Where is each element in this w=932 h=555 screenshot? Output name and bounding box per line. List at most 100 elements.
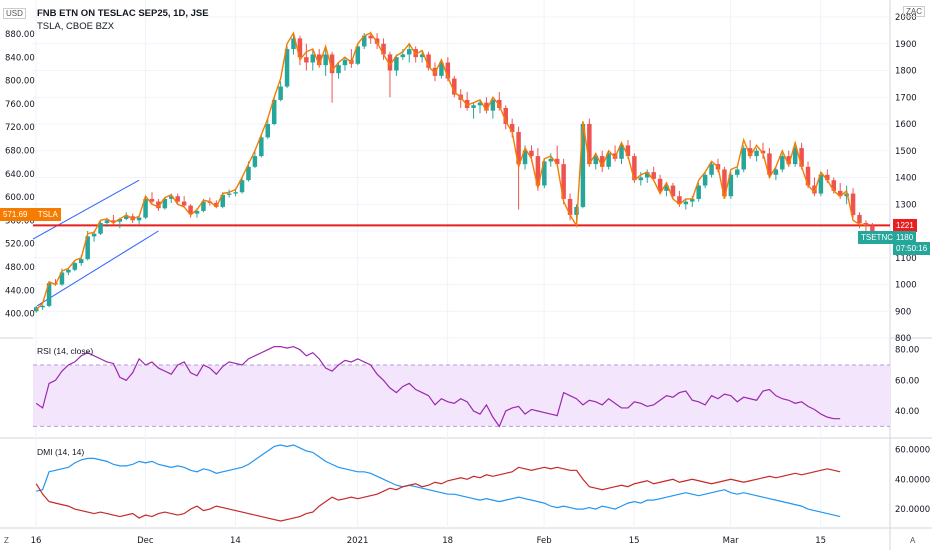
candle-body [291, 38, 296, 50]
candle-body [394, 57, 399, 71]
candle-body [792, 148, 798, 165]
candle-body [850, 193, 856, 215]
candle-body [400, 54, 406, 58]
candle-body [683, 201, 689, 205]
time-axis-label: 14 [230, 536, 241, 546]
candle-body [567, 198, 573, 215]
candle-body [426, 54, 431, 68]
candle-body [509, 124, 515, 133]
candle-body [439, 62, 444, 76]
right-axis-tick: 1600 [895, 120, 917, 130]
candle-body [690, 198, 695, 202]
candle-body [419, 54, 425, 58]
right-axis-tick: 2000 [895, 13, 917, 23]
candle-body [741, 148, 746, 170]
left-axis-tick: 720.00 [5, 123, 35, 133]
candle-body [837, 190, 843, 197]
right-currency-label[interactable]: ZAC [903, 6, 925, 17]
candle-body [497, 99, 502, 108]
candle-body [522, 150, 528, 165]
candle-body [786, 156, 791, 165]
time-axis-label: 18 [442, 536, 453, 546]
candle-body [825, 174, 830, 181]
left-axis-tick: 560.00 [5, 216, 35, 226]
candle-body [304, 57, 309, 63]
candle-body [220, 194, 225, 207]
left-currency-label[interactable]: USD [3, 8, 26, 19]
left-axis-tick: 440.00 [5, 286, 35, 296]
candle-body [316, 54, 322, 66]
candle-body [246, 166, 251, 181]
candle-body [477, 102, 483, 106]
candle-body [471, 105, 476, 108]
tsla-price-label: TSLA [37, 210, 58, 219]
left-axis-tick: 880.00 [5, 30, 35, 40]
rsi-axis-tick: 40.00 [895, 407, 919, 417]
symbol-tag: TSETNC [858, 231, 896, 244]
candle-body [735, 169, 740, 175]
candle-body [677, 196, 682, 205]
candle-body [818, 174, 824, 194]
support-level-tag: 1221 [893, 219, 917, 232]
candle-body [799, 148, 804, 167]
candle-body [259, 137, 264, 157]
candle-body [407, 49, 412, 55]
candle-body [760, 150, 766, 154]
countdown-tag: 07:50:16 [893, 242, 931, 255]
left-axis-tick: 400.00 [5, 310, 35, 320]
candle-body [606, 153, 611, 167]
rsi-axis-tick: 60.00 [895, 376, 919, 386]
candle-body [780, 156, 785, 170]
right-axis-tick: 800 [895, 334, 911, 344]
candle-body [46, 283, 52, 306]
right-axis-tick: 1900 [895, 40, 917, 50]
time-axis-label: 2021 [347, 536, 369, 546]
candle-body [104, 220, 110, 223]
candle-body [336, 65, 341, 74]
candle-body [162, 198, 168, 209]
candle-body [619, 145, 624, 159]
candle-body [638, 177, 644, 181]
candle-body [554, 158, 560, 165]
right-axis-tick: 1100 [895, 254, 917, 264]
candle-body [844, 193, 849, 197]
candle-body [857, 214, 862, 223]
candle-body [342, 59, 348, 66]
candle-body [664, 185, 669, 191]
candle-body [516, 132, 521, 165]
candle-body [355, 46, 361, 64]
time-axis-label: Dec [137, 536, 154, 546]
candle-body [214, 202, 219, 207]
candle-body [40, 305, 45, 308]
candle-body [374, 38, 380, 44]
candle-body [599, 156, 605, 167]
candle-body [709, 164, 714, 175]
candle-body [593, 156, 599, 165]
candle-body [831, 180, 837, 191]
candle-body [464, 99, 470, 108]
left-axis-tick: 480.00 [5, 263, 35, 273]
candle-body [452, 78, 457, 95]
candle-body [194, 210, 200, 214]
auto-scale-icon[interactable]: A [910, 536, 916, 545]
dmi-axis-tick: 40.0000 [895, 475, 930, 485]
candle-body [226, 193, 232, 195]
rsi-title: RSI (14, close) [37, 346, 94, 356]
right-axis-tick: 1300 [895, 200, 917, 210]
candle-body [271, 99, 277, 124]
candle-body [535, 156, 541, 186]
left-axis-tick: 600.00 [5, 193, 35, 203]
candle-body [625, 145, 631, 157]
candle-body [136, 217, 142, 221]
candle-body [747, 148, 753, 157]
time-axis-label: 16 [31, 536, 42, 546]
candle-body [381, 43, 386, 55]
candle-body [72, 263, 78, 270]
candle-body [265, 124, 271, 138]
candle-body [91, 233, 97, 237]
zoom-icon[interactable]: Z [4, 536, 9, 545]
candle-body [632, 156, 637, 181]
right-axis-tick: 1700 [895, 93, 917, 103]
right-axis-tick: 1000 [895, 281, 917, 291]
time-axis-label: Mar [723, 536, 740, 546]
